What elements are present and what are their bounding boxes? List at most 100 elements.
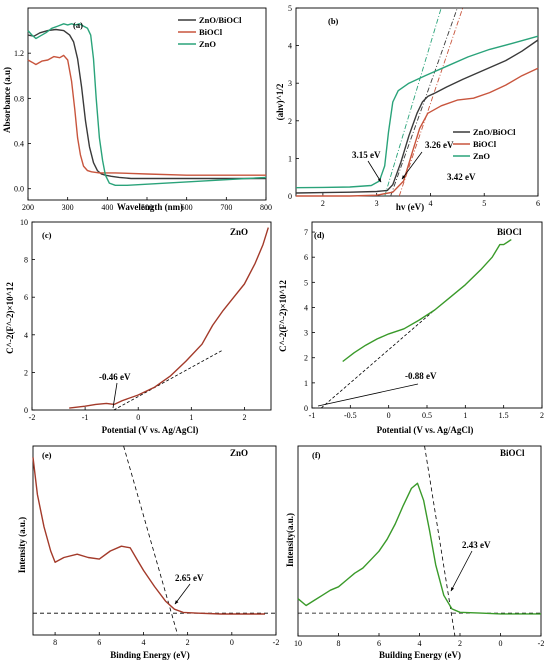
x-tick-label: 5 — [482, 199, 486, 208]
panel-a-xlabel: Wavelength (nm) — [117, 202, 183, 212]
x-tick-label: 600 — [181, 203, 193, 212]
x-tick-label: 0 — [499, 639, 503, 648]
series-line-0 — [297, 482, 541, 615]
panel-e-label: (e) — [42, 450, 52, 460]
y-tick-label: 3 — [288, 79, 292, 88]
panel-e: 8 6 4 2 0 -2 — [32, 445, 279, 647]
annot-d-088: -0.88 eV — [405, 371, 437, 381]
x-tick-label: 400 — [101, 203, 113, 212]
y-tick-label: 2 — [288, 117, 292, 126]
y-tick-label: 4 — [288, 42, 292, 51]
y-tick-label: 0 — [24, 406, 28, 415]
y-tick-label: 0.0 — [14, 185, 24, 194]
x-tick-label: 4 — [418, 639, 422, 648]
panel-d-xlabel: Potential (V vs. Ag/AgCl) — [377, 425, 474, 435]
panel-d-title: BiOCl — [497, 227, 522, 237]
y-tick-label: 1 — [288, 154, 292, 163]
panel-b-legend: ZnO/BiOCl BiOCl ZnO — [453, 127, 516, 161]
x-tick-label: 1.5 — [499, 411, 509, 420]
panel-a-legend: ZnO/BiOCl BiOCl ZnO — [178, 15, 242, 49]
x-tick-label: 0 — [230, 638, 234, 647]
plot-frame — [297, 445, 542, 637]
x-tick-label: 0.5 — [422, 411, 432, 420]
x-tick-label: 6 — [536, 199, 540, 208]
x-tick-label: -2 — [29, 413, 36, 422]
series-line-2 — [295, 35, 539, 189]
series-line-0 — [69, 227, 269, 409]
y-tick-label: 0 — [304, 404, 308, 413]
panel-c-label: (c) — [42, 230, 52, 240]
extrapolation-line — [113, 349, 224, 411]
x-tick-label: 2 — [242, 413, 246, 422]
annot-b-315: 3.15 eV — [352, 150, 381, 160]
x-tick-label: 2 — [540, 411, 544, 420]
plot-frame — [27, 7, 267, 201]
panel-f-title: BiOCl — [500, 448, 525, 458]
x-tick-label: 8 — [337, 639, 341, 648]
y-tick-label: 7 — [304, 228, 308, 237]
tangent-line — [390, 7, 458, 197]
x-tick-label: 2 — [321, 199, 325, 208]
legend-b-item-0: ZnO/BiOCl — [473, 127, 516, 137]
x-tick-label: 700 — [220, 203, 232, 212]
annot-b-342: 3.42 eV — [447, 172, 476, 182]
x-tick-label: 1 — [463, 411, 467, 420]
x-tick-label: 4 — [141, 638, 145, 647]
plot-frame — [31, 221, 272, 411]
tangent-line — [398, 7, 464, 197]
y-tick-label: 0.8 — [14, 94, 24, 103]
panel-c-xlabel: Potential (V vs. Ag/AgCl) — [102, 425, 199, 435]
y-tick-label: 5 — [288, 4, 292, 13]
y-tick-label: 10 — [20, 218, 28, 227]
annot-c-046: -0.46 eV — [99, 372, 131, 382]
y-tick-label: 4 — [304, 303, 308, 312]
legend-a-item-0: ZnO/BiOCl — [199, 15, 242, 25]
x-tick-label: 2 — [458, 639, 462, 648]
series-line-0 — [32, 457, 265, 615]
legend-a-item-1: BiOCl — [199, 27, 223, 37]
edge-line — [123, 445, 179, 636]
x-tick-label: -1 — [82, 413, 89, 422]
plot-frame — [32, 445, 277, 636]
panel-a: 200 300 400 500 600 700 800 0.0 0.4 0.8 1.2 — [14, 7, 272, 212]
panel-d: -1 -0.5 0 0.5 1 1.5 2 0 1 2 3 4 5 6 7 — [304, 221, 544, 420]
y-tick-label: 6 — [304, 253, 308, 262]
y-tick-label: 1 — [304, 379, 308, 388]
legend-a-item-2: ZnO — [199, 39, 216, 49]
series-line-0 — [295, 39, 539, 194]
x-tick-label: 4 — [428, 199, 432, 208]
annot-e-265: 2.65 eV — [175, 573, 204, 583]
y-tick-label: 3 — [304, 329, 308, 338]
annot-b-326: 3.26 eV — [425, 140, 454, 150]
series-line-2 — [27, 23, 267, 187]
y-tick-label: 6 — [24, 293, 28, 302]
x-tick-label: 200 — [22, 203, 34, 212]
y-tick-label: 1.2 — [14, 49, 24, 58]
panel-d-label: (d) — [314, 230, 325, 240]
panel-d-ylabel: C^-2(F^-2)×10^12 — [278, 280, 288, 352]
tangent-line — [384, 7, 442, 197]
y-tick-label: 8 — [24, 256, 28, 265]
extrapolation-line — [320, 309, 435, 409]
legend-b-item-1: BiOCl — [473, 139, 497, 149]
x-tick-label: -2 — [538, 639, 545, 648]
annot-f-243: 2.43 eV — [462, 540, 491, 550]
y-tick-label: 0.4 — [14, 140, 24, 149]
x-tick-label: 8 — [53, 638, 57, 647]
x-tick-label: -0.5 — [344, 411, 357, 420]
panel-c-ylabel: C^-2(F^-2)×10^12 — [5, 282, 15, 354]
panel-f-label: (f) — [312, 450, 321, 460]
x-tick-label: 10 — [294, 639, 302, 648]
series-line-0 — [27, 28, 266, 180]
x-tick-label: 0 — [387, 411, 391, 420]
x-tick-label: 500 — [141, 203, 153, 212]
y-tick-label: 0 — [288, 192, 292, 201]
y-tick-label: 4 — [24, 331, 28, 340]
panel-e-title: ZnO — [230, 448, 248, 458]
x-tick-label: 6 — [97, 638, 101, 647]
x-tick-label: 3 — [375, 199, 379, 208]
panel-a-ylabel: Absorbance (a.u) — [2, 67, 12, 133]
plot-frame — [295, 7, 539, 197]
x-tick-label: 2 — [186, 638, 190, 647]
legend-b-item-2: ZnO — [473, 151, 490, 161]
